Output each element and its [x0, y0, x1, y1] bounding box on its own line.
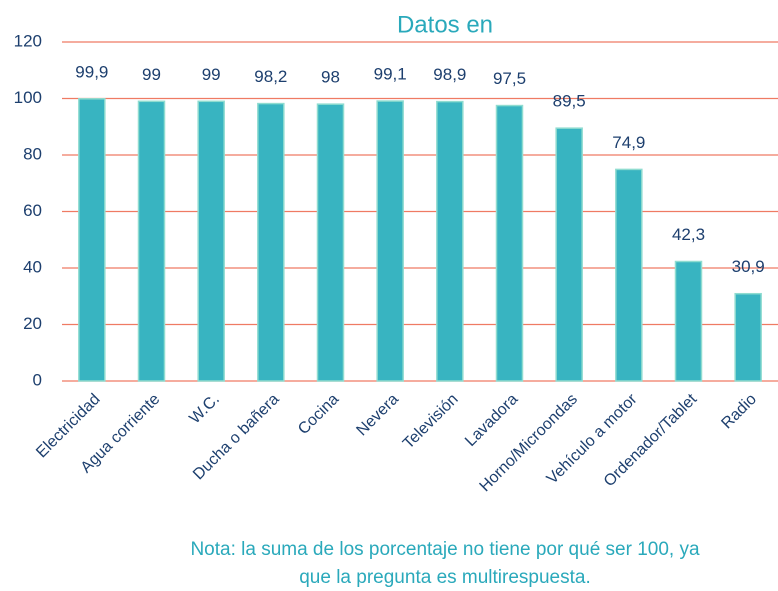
bar — [376, 100, 404, 382]
note: que la pregunta es multirespuesta. — [299, 567, 591, 588]
value-label: 98,2 — [254, 67, 287, 86]
value-label: 99,1 — [374, 65, 407, 84]
bar — [257, 102, 285, 382]
x-tick-label: Horno/Microondas — [477, 391, 581, 495]
bar — [197, 100, 225, 382]
value-label: 74,9 — [612, 133, 645, 152]
value-label: 89,5 — [553, 92, 586, 111]
bar — [615, 168, 643, 382]
x-tick-label: Cocina — [295, 391, 342, 438]
y-tick-label: 80 — [23, 144, 42, 163]
bar — [734, 292, 762, 382]
value-label: 42,3 — [672, 225, 705, 244]
note: Nota: la suma de los porcentaje no tiene… — [190, 539, 700, 560]
bar — [316, 103, 345, 382]
x-tick-label: Televisión — [400, 391, 462, 453]
y-tick-label: 40 — [23, 257, 42, 276]
y-tick-label: 120 — [14, 31, 42, 50]
value-label: 30,9 — [732, 257, 765, 276]
x-tick-label: Lavadora — [462, 391, 521, 450]
value-label: 98 — [321, 68, 340, 87]
y-tick-label: 60 — [23, 201, 42, 220]
value-label: 98,9 — [433, 65, 466, 84]
value-label: 97,5 — [493, 69, 526, 88]
x-tick-label: Nevera — [353, 391, 402, 440]
value-label: 99 — [142, 65, 161, 84]
bar — [137, 100, 166, 382]
bar — [495, 104, 524, 382]
x-tick-label: Radio — [718, 391, 760, 433]
bar — [674, 260, 703, 382]
value-label: 99,9 — [75, 62, 108, 81]
bar — [436, 100, 464, 382]
y-tick-label: 20 — [23, 314, 42, 333]
y-tick-label: 100 — [14, 88, 42, 107]
bar — [78, 98, 106, 382]
y-tick-label: 0 — [33, 370, 42, 389]
bar — [555, 127, 583, 382]
value-label: 99 — [202, 65, 221, 84]
chart-subtitle: Datos en — [397, 11, 493, 38]
x-tick-label: W.C. — [186, 391, 223, 428]
